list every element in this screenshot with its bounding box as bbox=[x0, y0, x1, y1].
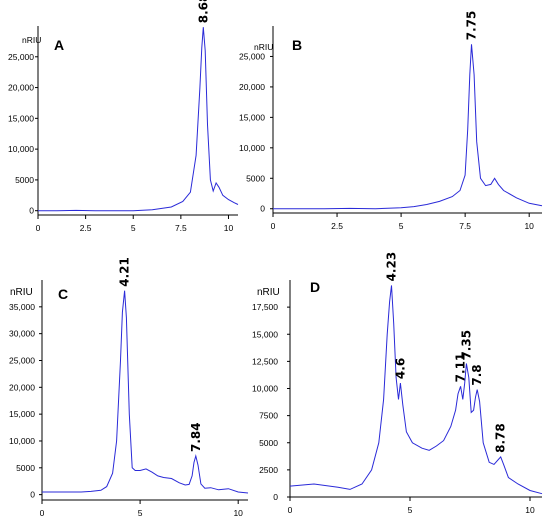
y-tick-label-b: 10,000 bbox=[239, 143, 265, 153]
x-tick-label-d: 5 bbox=[408, 505, 413, 515]
y-tick-label-c: 10,000 bbox=[9, 436, 35, 446]
y-tick-label-c: 5000 bbox=[16, 463, 35, 473]
chromatogram-trace-b bbox=[273, 44, 543, 210]
x-tick-label-b: 2.5 bbox=[331, 221, 343, 231]
peak-label-d: 8.78 bbox=[494, 423, 508, 453]
chromatogram-trace-a bbox=[38, 27, 239, 212]
y-tick-label-a: 20,000 bbox=[8, 83, 34, 93]
y-tick-label-c: 20,000 bbox=[9, 382, 35, 392]
y-tick-label-c: 30,000 bbox=[9, 329, 35, 339]
peak-label-d: 7.35 bbox=[459, 330, 473, 360]
x-tick-label-b: 10 bbox=[524, 221, 534, 231]
x-tick-label-d: 10 bbox=[525, 505, 535, 515]
y-tick-label-d: 10,000 bbox=[252, 384, 278, 394]
chromatogram-trace-c bbox=[42, 290, 249, 494]
y-tick-label-b: 15,000 bbox=[239, 112, 265, 122]
panel-letter-c: C bbox=[58, 286, 68, 302]
x-tick-label-a: 2.5 bbox=[80, 223, 92, 233]
panel-letter-a: A bbox=[54, 37, 64, 53]
y-tick-label-d: 17,500 bbox=[252, 302, 278, 312]
x-tick-label-b: 5 bbox=[399, 221, 404, 231]
peak-label-c: 4.21 bbox=[118, 257, 132, 287]
y-tick-label-b: 25,000 bbox=[239, 51, 265, 61]
y-tick-label-b: 20,000 bbox=[239, 82, 265, 92]
peak-label-b: 7.75 bbox=[465, 11, 479, 41]
y-tick-label-d: 5000 bbox=[259, 438, 278, 448]
y-tick-label-c: 0 bbox=[30, 490, 35, 500]
x-tick-label-d: 0 bbox=[288, 505, 293, 515]
y-unit-label-b: nRIU bbox=[254, 42, 273, 52]
y-tick-label-a: 25,000 bbox=[8, 52, 34, 62]
y-tick-label-a: 15,000 bbox=[8, 113, 34, 123]
y-tick-label-d: 0 bbox=[273, 492, 278, 502]
peak-label-d: 7.8 bbox=[470, 364, 484, 385]
x-tick-label-a: 10 bbox=[224, 223, 234, 233]
x-tick-label-b: 0 bbox=[271, 221, 276, 231]
panel-letter-d: D bbox=[310, 279, 320, 295]
x-tick-label-c: 10 bbox=[233, 508, 243, 518]
y-tick-label-c: 15,000 bbox=[9, 409, 35, 419]
y-tick-label-d: 15,000 bbox=[252, 329, 278, 339]
y-tick-label-a: 5000 bbox=[15, 175, 34, 185]
y-tick-label-a: 0 bbox=[29, 206, 34, 216]
panel-d: D nRIU 0 5 10 0 2500 5000 7500 10,000 12,500 15,0… bbox=[252, 252, 543, 515]
peak-label-c: 7.84 bbox=[189, 422, 203, 452]
chromatogram-trace-d bbox=[289, 285, 543, 495]
y-tick-label-b: 5000 bbox=[246, 173, 265, 183]
y-tick-label-d: 2500 bbox=[259, 465, 278, 475]
panel-letter-b: B bbox=[292, 37, 302, 53]
x-tick-label-a: 5 bbox=[131, 223, 136, 233]
y-unit-label-c: nRIU bbox=[10, 287, 33, 298]
peak-label-d: 4.23 bbox=[385, 252, 399, 282]
x-tick-label-a: 7.5 bbox=[175, 223, 187, 233]
panel-a: A nRIU 0 2.5 5 7.5 10 0 5000 10,000 15,000 20,000… bbox=[8, 0, 239, 233]
peak-label-d: 4.6 bbox=[393, 358, 407, 379]
panel-b: B nRIU 0 2.5 5 7.5 10 0 5000 10,000 15,000 20,000… bbox=[239, 11, 543, 231]
y-tick-label-b: 0 bbox=[260, 204, 265, 214]
panel-c: C nRIU 0 5 10 0 5000 10,000 15,000 20,000 25,000… bbox=[9, 257, 249, 518]
y-tick-label-d: 12,500 bbox=[252, 356, 278, 366]
x-tick-label-c: 0 bbox=[40, 508, 45, 518]
y-tick-label-a: 10,000 bbox=[8, 144, 34, 154]
x-tick-label-b: 7.5 bbox=[459, 221, 471, 231]
y-tick-label-d: 7500 bbox=[259, 411, 278, 421]
y-tick-label-c: 25,000 bbox=[9, 355, 35, 365]
y-unit-label-a: nRIU bbox=[22, 35, 41, 45]
peak-label-d: 7.11 bbox=[454, 353, 468, 383]
x-tick-label-a: 0 bbox=[36, 223, 41, 233]
y-tick-label-c: 35,000 bbox=[9, 302, 35, 312]
x-tick-label-c: 5 bbox=[138, 508, 143, 518]
peak-label-a: 8.68 bbox=[196, 0, 210, 23]
y-unit-label-d: nRIU bbox=[257, 287, 280, 298]
